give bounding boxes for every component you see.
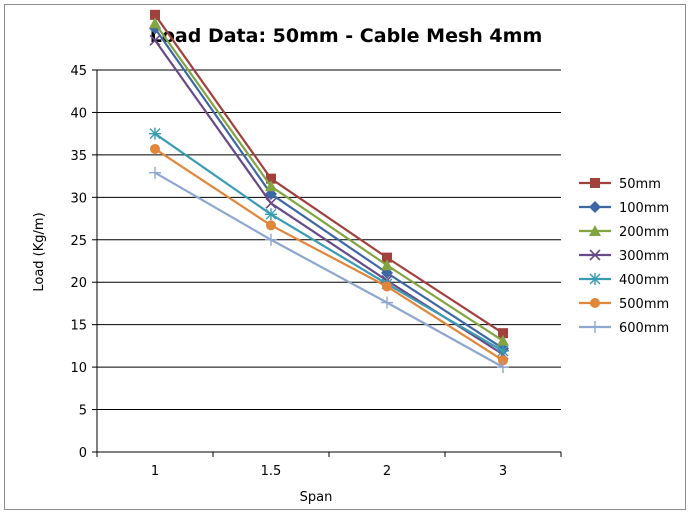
- legend-marker: [590, 298, 600, 308]
- series-line: [154, 148, 504, 362]
- data-point: [150, 9, 160, 20]
- data-point: [382, 252, 392, 263]
- series-600mm: [149, 166, 509, 374]
- data-point: [149, 166, 161, 179]
- data-point: [265, 208, 277, 221]
- legend-marker: [590, 178, 600, 188]
- legend-marker: [589, 249, 601, 261]
- series-line: [154, 27, 504, 350]
- y-tick-label: 0: [79, 446, 87, 461]
- y-tick-label: 10: [70, 361, 87, 376]
- legend-item: 400mm: [579, 273, 669, 288]
- legend-item: 600mm: [579, 321, 669, 336]
- series-50mm: [150, 9, 508, 339]
- y-tick-label: 35: [70, 149, 87, 164]
- series-line: [154, 22, 504, 342]
- data-point: [497, 344, 509, 357]
- x-tick-label: 3: [499, 464, 507, 479]
- data-point: [498, 355, 508, 366]
- series-500mm: [150, 143, 508, 366]
- legend-label: 300mm: [619, 249, 669, 264]
- data-point: [381, 259, 393, 271]
- data-point: [265, 233, 277, 246]
- series-100mm: [149, 22, 509, 355]
- legend-marker: [589, 273, 601, 285]
- legend: 50mm 100mm 200mm 300mm 400mm 500mm 600mm: [579, 177, 669, 336]
- x-tick-label: 1: [151, 464, 159, 479]
- series-line: [154, 132, 504, 352]
- data-point: [150, 143, 160, 154]
- y-tick-label: 20: [70, 276, 87, 291]
- y-tick-label: 5: [79, 404, 87, 419]
- legend-label: 200mm: [619, 225, 669, 240]
- y-tick-label: 15: [70, 319, 87, 334]
- legend-label: 50mm: [619, 177, 661, 192]
- y-tick-label: 30: [70, 191, 87, 206]
- chart-title: Load Data: 50mm - Cable Mesh 4mm: [150, 25, 543, 47]
- data-point: [266, 220, 276, 231]
- series-line: [154, 171, 504, 369]
- legend-label: 500mm: [619, 297, 669, 312]
- data-point: [265, 197, 277, 209]
- x-axis-title: Span: [300, 490, 333, 505]
- gridlines: [97, 69, 561, 411]
- data-point: [149, 127, 161, 140]
- legend-marker: [589, 225, 601, 236]
- legend-label: 400mm: [619, 273, 669, 288]
- legend-label: 600mm: [619, 321, 669, 336]
- x-tick-label: 2: [383, 464, 391, 479]
- line-chart: Load Data: 50mm - Cable Mesh 4mm 0 5 10 15 2…: [32, 9, 669, 505]
- data-point: [498, 328, 508, 339]
- data-point: [266, 173, 276, 184]
- data-point: [381, 296, 393, 309]
- axes: 0 5 10 15 20 25 30 35 40 45 1 1.5 2 3: [70, 64, 562, 479]
- legend-item: 50mm: [579, 177, 661, 192]
- legend-marker: [589, 321, 601, 333]
- data-point: [265, 180, 277, 192]
- legend-item: 300mm: [579, 249, 669, 264]
- data-point: [497, 361, 509, 374]
- y-axis-title: Load (Kg/m): [32, 212, 47, 291]
- legend-label: 100mm: [619, 201, 669, 216]
- series-200mm: [149, 17, 509, 346]
- chart-frame: Load Data: 50mm - Cable Mesh 4mm 0 5 10 15 2…: [4, 4, 686, 510]
- series-layer: [149, 9, 509, 374]
- y-tick-label: 40: [70, 106, 87, 121]
- legend-item: 500mm: [579, 297, 669, 312]
- series-line: [154, 14, 504, 335]
- legend-marker: [589, 201, 601, 213]
- legend-item: 200mm: [579, 225, 669, 240]
- y-tick-label: 45: [70, 64, 87, 79]
- legend-item: 100mm: [579, 201, 669, 216]
- data-point: [497, 334, 509, 346]
- y-tick-label: 25: [70, 234, 87, 249]
- x-tick-label: 1.5: [261, 464, 282, 479]
- data-point: [149, 17, 161, 29]
- data-point: [149, 34, 161, 46]
- data-point: [382, 281, 392, 292]
